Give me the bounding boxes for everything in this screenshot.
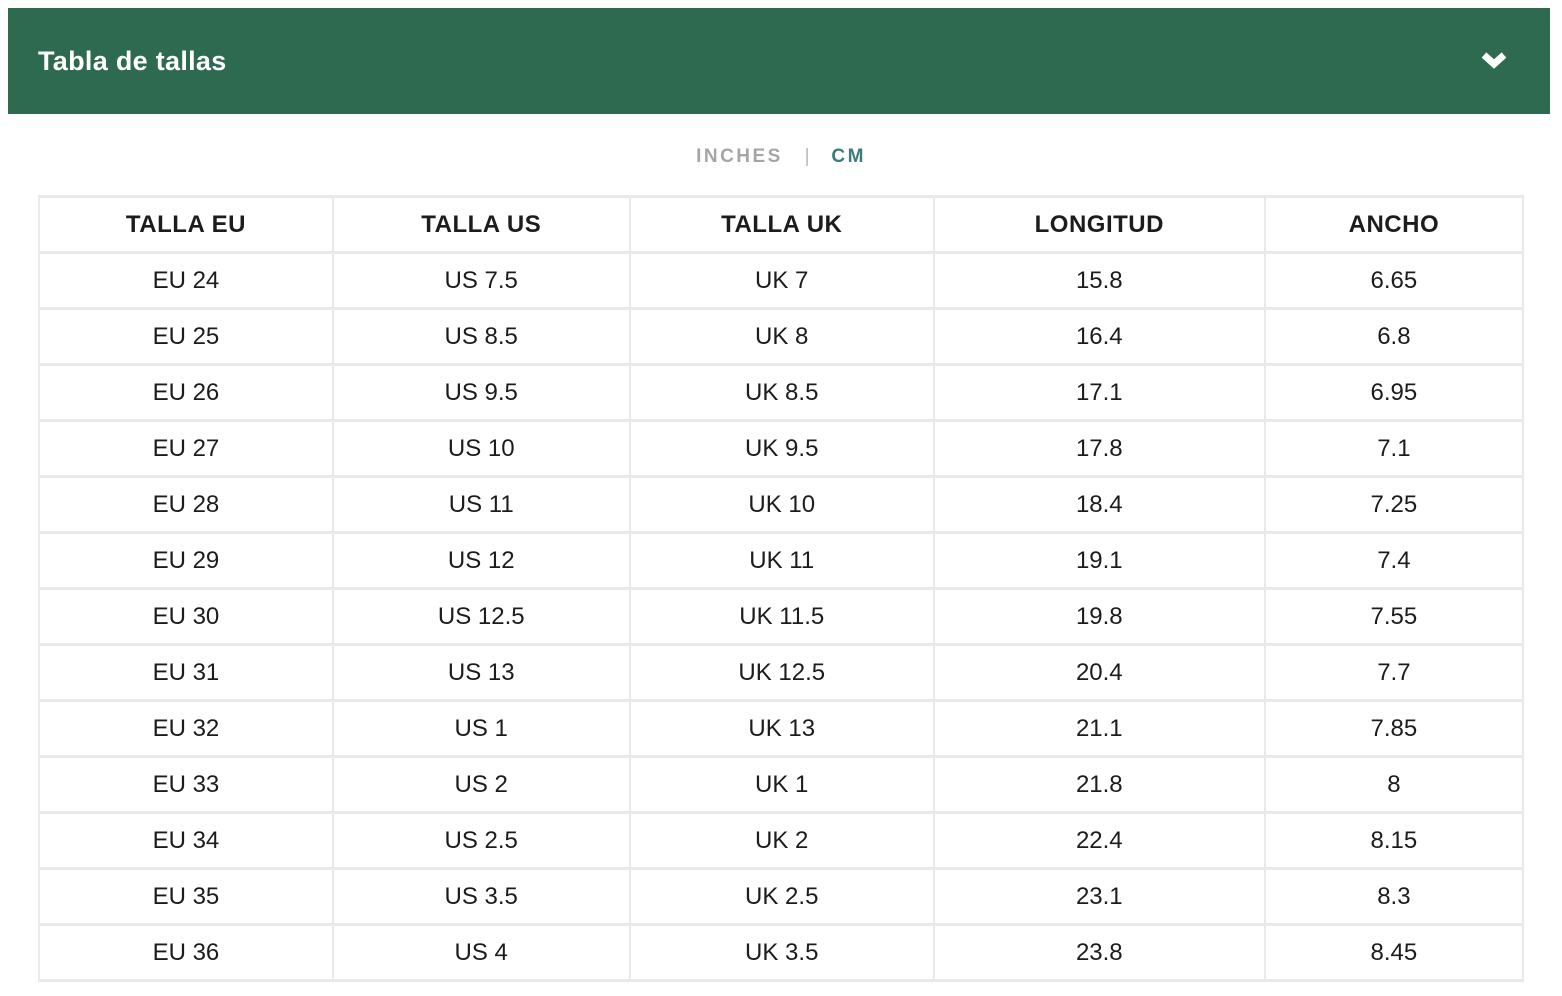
panel-title: Tabla de tallas xyxy=(38,45,227,76)
size-chart-table: TALLA EU TALLA US TALLA UK LONGITUD ANCHO EU… xyxy=(38,195,1525,982)
column-header-4: LONGITUD xyxy=(932,195,1266,254)
table-cell: 7.25 xyxy=(1263,475,1525,534)
table-row: EU 24 US 7.5 UK 7 15.8 6.65 xyxy=(38,251,1525,310)
column-header-5: ANCHO xyxy=(1263,195,1525,254)
table-cell: 18.4 xyxy=(932,475,1266,534)
table-cell: EU 31 xyxy=(38,643,334,702)
table-cell: 21.1 xyxy=(932,699,1266,758)
table-cell: 22.4 xyxy=(932,811,1266,870)
table-cell: 8.15 xyxy=(1263,811,1525,870)
table-cell: UK 1 xyxy=(628,755,935,814)
table-cell: UK 11.5 xyxy=(628,587,935,646)
table-header-row: TALLA EU TALLA US TALLA UK LONGITUD ANCHO xyxy=(38,195,1525,254)
table-cell: 6.65 xyxy=(1263,251,1525,310)
table-cell: UK 8.5 xyxy=(628,363,935,422)
table-cell: 8.3 xyxy=(1263,867,1525,926)
table-cell: EU 32 xyxy=(38,699,334,758)
table-row: EU 26 US 9.5 UK 8.5 17.1 6.95 xyxy=(38,363,1525,422)
table-row: EU 32 US 1 UK 13 21.1 7.85 xyxy=(38,699,1525,758)
table-cell: 6.95 xyxy=(1263,363,1525,422)
table-cell: 19.8 xyxy=(932,587,1266,646)
table-cell: US 8.5 xyxy=(331,307,631,366)
table-cell: 8.45 xyxy=(1263,923,1525,982)
table-cell: UK 13 xyxy=(628,699,935,758)
size-chart-header[interactable]: Tabla de tallas xyxy=(8,8,1550,114)
chevron-down-icon[interactable] xyxy=(1480,51,1508,71)
table-cell: EU 34 xyxy=(38,811,334,870)
table-cell: 16.4 xyxy=(932,307,1266,366)
table-row: EU 28 US 11 UK 10 18.4 7.25 xyxy=(38,475,1525,534)
unit-separator: | xyxy=(804,146,810,167)
table-cell: UK 12.5 xyxy=(628,643,935,702)
table-cell: US 9.5 xyxy=(331,363,631,422)
table-cell: UK 10 xyxy=(628,475,935,534)
table-cell: EU 24 xyxy=(38,251,334,310)
table-cell: US 1 xyxy=(331,699,631,758)
table-cell: EU 35 xyxy=(38,867,334,926)
table-cell: US 7.5 xyxy=(331,251,631,310)
table-row: EU 29 US 12 UK 11 19.1 7.4 xyxy=(38,531,1525,590)
column-header-3: TALLA UK xyxy=(628,195,935,254)
unit-option-inches[interactable]: INCHES xyxy=(696,146,783,167)
unit-toggle: INCHES | CM xyxy=(0,146,1562,168)
table-cell: 8 xyxy=(1263,755,1525,814)
table-row: EU 25 US 8.5 UK 8 16.4 6.8 xyxy=(38,307,1525,366)
table-cell: US 13 xyxy=(331,643,631,702)
column-header-2: TALLA US xyxy=(331,195,631,254)
table-cell: EU 29 xyxy=(38,531,334,590)
table-cell: 23.8 xyxy=(932,923,1266,982)
table-row: EU 27 US 10 UK 9.5 17.8 7.1 xyxy=(38,419,1525,478)
table-cell: UK 2 xyxy=(628,811,935,870)
column-header-1: TALLA EU xyxy=(38,195,334,254)
unit-option-cm[interactable]: CM xyxy=(831,146,866,167)
table-cell: 21.8 xyxy=(932,755,1266,814)
table-cell: UK 7 xyxy=(628,251,935,310)
table-cell: EU 30 xyxy=(38,587,334,646)
table-cell: US 12 xyxy=(331,531,631,590)
table-cell: US 4 xyxy=(331,923,631,982)
table-cell: US 12.5 xyxy=(331,587,631,646)
table-row: EU 34 US 2.5 UK 2 22.4 8.15 xyxy=(38,811,1525,870)
table-cell: 19.1 xyxy=(932,531,1266,590)
table-cell: 7.55 xyxy=(1263,587,1525,646)
table-row: EU 31 US 13 UK 12.5 20.4 7.7 xyxy=(38,643,1525,702)
table-cell: 20.4 xyxy=(932,643,1266,702)
table-cell: EU 36 xyxy=(38,923,334,982)
table-cell: 6.8 xyxy=(1263,307,1525,366)
table-cell: US 2 xyxy=(331,755,631,814)
table-cell: 17.1 xyxy=(932,363,1266,422)
table-cell: UK 3.5 xyxy=(628,923,935,982)
table-cell: EU 28 xyxy=(38,475,334,534)
table-cell: UK 11 xyxy=(628,531,935,590)
table-row: EU 36 US 4 UK 3.5 23.8 8.45 xyxy=(38,923,1525,982)
table-cell: 23.1 xyxy=(932,867,1266,926)
table-cell: 15.8 xyxy=(932,251,1266,310)
table-cell: 17.8 xyxy=(932,419,1266,478)
table-cell: EU 26 xyxy=(38,363,334,422)
table-cell: US 11 xyxy=(331,475,631,534)
table-cell: 7.7 xyxy=(1263,643,1525,702)
table-cell: 7.85 xyxy=(1263,699,1525,758)
table-cell: UK 2.5 xyxy=(628,867,935,926)
table-cell: UK 9.5 xyxy=(628,419,935,478)
table-cell: EU 27 xyxy=(38,419,334,478)
table-cell: EU 25 xyxy=(38,307,334,366)
table-row: EU 30 US 12.5 UK 11.5 19.8 7.55 xyxy=(38,587,1525,646)
table-cell: US 10 xyxy=(331,419,631,478)
table-cell: EU 33 xyxy=(38,755,334,814)
table-cell: 7.4 xyxy=(1263,531,1525,590)
table-row: EU 33 US 2 UK 1 21.8 8 xyxy=(38,755,1525,814)
table-cell: UK 8 xyxy=(628,307,935,366)
table-cell: US 2.5 xyxy=(331,811,631,870)
table-row: EU 35 US 3.5 UK 2.5 23.1 8.3 xyxy=(38,867,1525,926)
table-cell: US 3.5 xyxy=(331,867,631,926)
table-cell: 7.1 xyxy=(1263,419,1525,478)
